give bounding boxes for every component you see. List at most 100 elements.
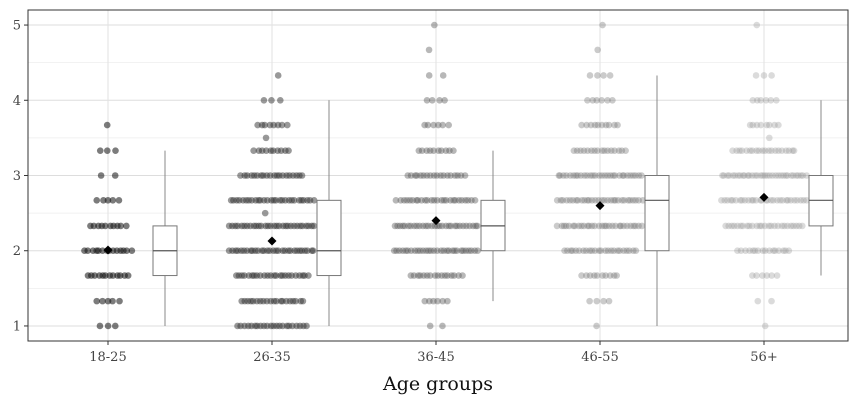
data-point: [448, 272, 455, 279]
data-point: [761, 147, 769, 154]
data-point: [436, 96, 443, 104]
data-point: [585, 222, 593, 230]
data-point: [455, 272, 462, 279]
data-point: [635, 222, 642, 230]
data-point: [759, 147, 766, 154]
data-point: [431, 272, 439, 279]
data-point: [610, 272, 618, 279]
data-point: [400, 197, 408, 204]
data-point: [464, 197, 472, 204]
data-point: [598, 222, 606, 230]
data-point: [407, 272, 415, 279]
data-point: [396, 222, 404, 230]
data-point: [417, 172, 425, 179]
data-point: [620, 222, 627, 230]
data-point: [100, 197, 107, 204]
data-point: [768, 272, 775, 279]
data-point: [768, 297, 775, 305]
data-point: [748, 197, 756, 204]
data-point: [577, 147, 584, 154]
data-point: [585, 197, 593, 204]
data-point: [96, 147, 104, 154]
data-point: [392, 197, 400, 204]
data-point: [790, 147, 798, 154]
x-tick-label: 26-35: [253, 350, 290, 365]
data-point: [773, 272, 781, 279]
data-point: [759, 272, 766, 279]
data-point: [277, 96, 284, 104]
data-point: [620, 197, 628, 204]
data-point: [451, 222, 459, 230]
data-point: [424, 197, 431, 204]
data-point: [799, 172, 807, 179]
data-point: [757, 121, 765, 129]
data-point: [752, 197, 760, 204]
data-point: [632, 172, 639, 179]
data-point: [630, 222, 637, 230]
data-point: [753, 272, 760, 279]
data-point: [623, 247, 630, 255]
data-point: [737, 222, 745, 230]
data-point: [261, 209, 269, 217]
data-point: [763, 172, 771, 179]
data-point: [406, 197, 414, 204]
data-point: [719, 172, 726, 179]
data-point: [745, 172, 753, 179]
data-point: [99, 297, 106, 305]
data-point: [562, 222, 570, 230]
data-point: [273, 297, 280, 305]
data-point: [468, 247, 475, 255]
data-point: [614, 197, 622, 204]
data-point: [439, 297, 446, 305]
data-point: [416, 247, 424, 255]
data-point: [587, 121, 595, 129]
data-point: [591, 247, 599, 255]
data-point: [471, 197, 479, 204]
data-point: [586, 247, 593, 255]
data-point: [413, 172, 421, 179]
data-point: [803, 197, 810, 204]
data-point: [447, 172, 454, 179]
data-point: [422, 222, 430, 230]
data-point: [453, 222, 461, 230]
data-point: [760, 72, 768, 79]
data-point: [420, 272, 428, 279]
data-point: [584, 222, 591, 230]
data-point: [112, 147, 119, 154]
data-point: [763, 272, 771, 279]
data-point: [553, 197, 561, 204]
data-point: [578, 222, 585, 230]
data-point: [397, 197, 405, 204]
data-point: [569, 197, 577, 204]
data-point: [749, 247, 757, 255]
data-point: [758, 222, 765, 230]
data-point: [589, 172, 597, 179]
x-axis: 18-25 26-35 36-45 46-55 56+: [89, 341, 778, 365]
data-point: [570, 172, 577, 179]
data-point: [753, 96, 761, 104]
data-point: [721, 197, 728, 204]
data-point: [604, 96, 611, 104]
data-point: [788, 172, 795, 179]
data-point: [471, 247, 479, 255]
data-point: [310, 222, 318, 230]
data-point: [627, 222, 634, 230]
data-point: [610, 197, 618, 204]
data-point: [447, 222, 455, 230]
data-point: [774, 222, 782, 230]
data-point: [425, 247, 432, 255]
data-point: [570, 147, 578, 154]
data-point: [597, 247, 605, 255]
data-point: [751, 172, 759, 179]
data-point: [578, 272, 585, 279]
data-point: [582, 247, 590, 255]
data-point: [430, 147, 437, 154]
data-point: [565, 222, 573, 230]
data-point: [99, 247, 106, 255]
data-point: [593, 96, 601, 104]
data-point: [393, 247, 400, 255]
data-point: [102, 222, 109, 230]
data-point: [583, 121, 590, 129]
data-point: [423, 96, 431, 104]
y-tick-label: 3: [13, 169, 21, 184]
